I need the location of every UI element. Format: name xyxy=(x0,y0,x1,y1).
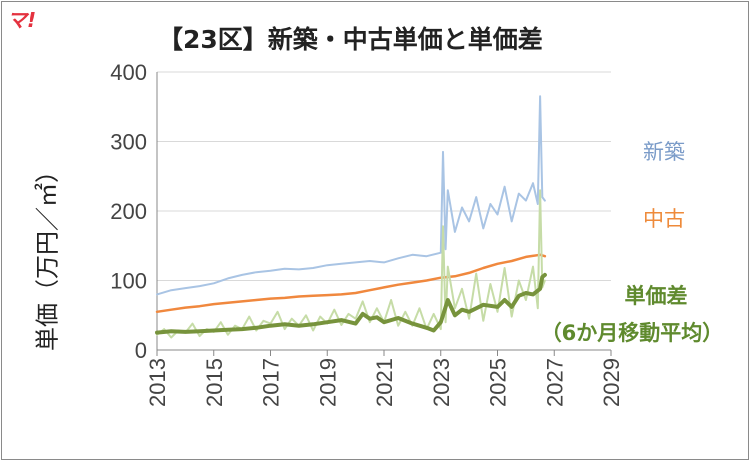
series-layer xyxy=(155,95,547,339)
x-tick-label-2013: 2013 xyxy=(145,358,170,407)
y-tick-label-0: 0 xyxy=(135,338,147,363)
x-tick-label-2021: 2021 xyxy=(372,358,397,407)
tick-labels: 0 100 200 300 400 2013 2015 2017 2019 2021 2023 202… xyxy=(110,60,624,407)
axes xyxy=(156,72,612,356)
x-tick-label-2017: 2017 xyxy=(259,358,284,407)
site-logo: マ! xyxy=(7,8,37,32)
x-tick-label-2025: 2025 xyxy=(486,358,511,407)
x-tick-label-2019: 2019 xyxy=(315,358,340,407)
chart-title: 【23区】新築・中古単価と単価差 xyxy=(158,25,543,54)
gridlines xyxy=(157,71,611,281)
y-tick-label-300: 300 xyxy=(110,130,147,155)
series-line-4 xyxy=(155,272,547,335)
series-line-1 xyxy=(156,95,546,296)
y-tick-label-400: 400 xyxy=(110,60,147,85)
series-label-3: 単価差 xyxy=(625,284,688,308)
series-label-4: （6か月移動平均） xyxy=(541,321,724,345)
x-tick-label-2029: 2029 xyxy=(599,358,624,407)
x-tick-label-2027: 2027 xyxy=(542,358,567,407)
series-label-2: 中古 xyxy=(643,207,685,231)
y-tick-label-200: 200 xyxy=(110,199,147,224)
series-line-2 xyxy=(155,253,547,314)
x-tick-label-2015: 2015 xyxy=(202,358,227,407)
series-label-1: 新築 xyxy=(643,140,685,164)
series-line-3 xyxy=(156,189,546,339)
x-tick-label-2023: 2023 xyxy=(429,358,454,407)
y-tick-label-100: 100 xyxy=(110,269,147,294)
